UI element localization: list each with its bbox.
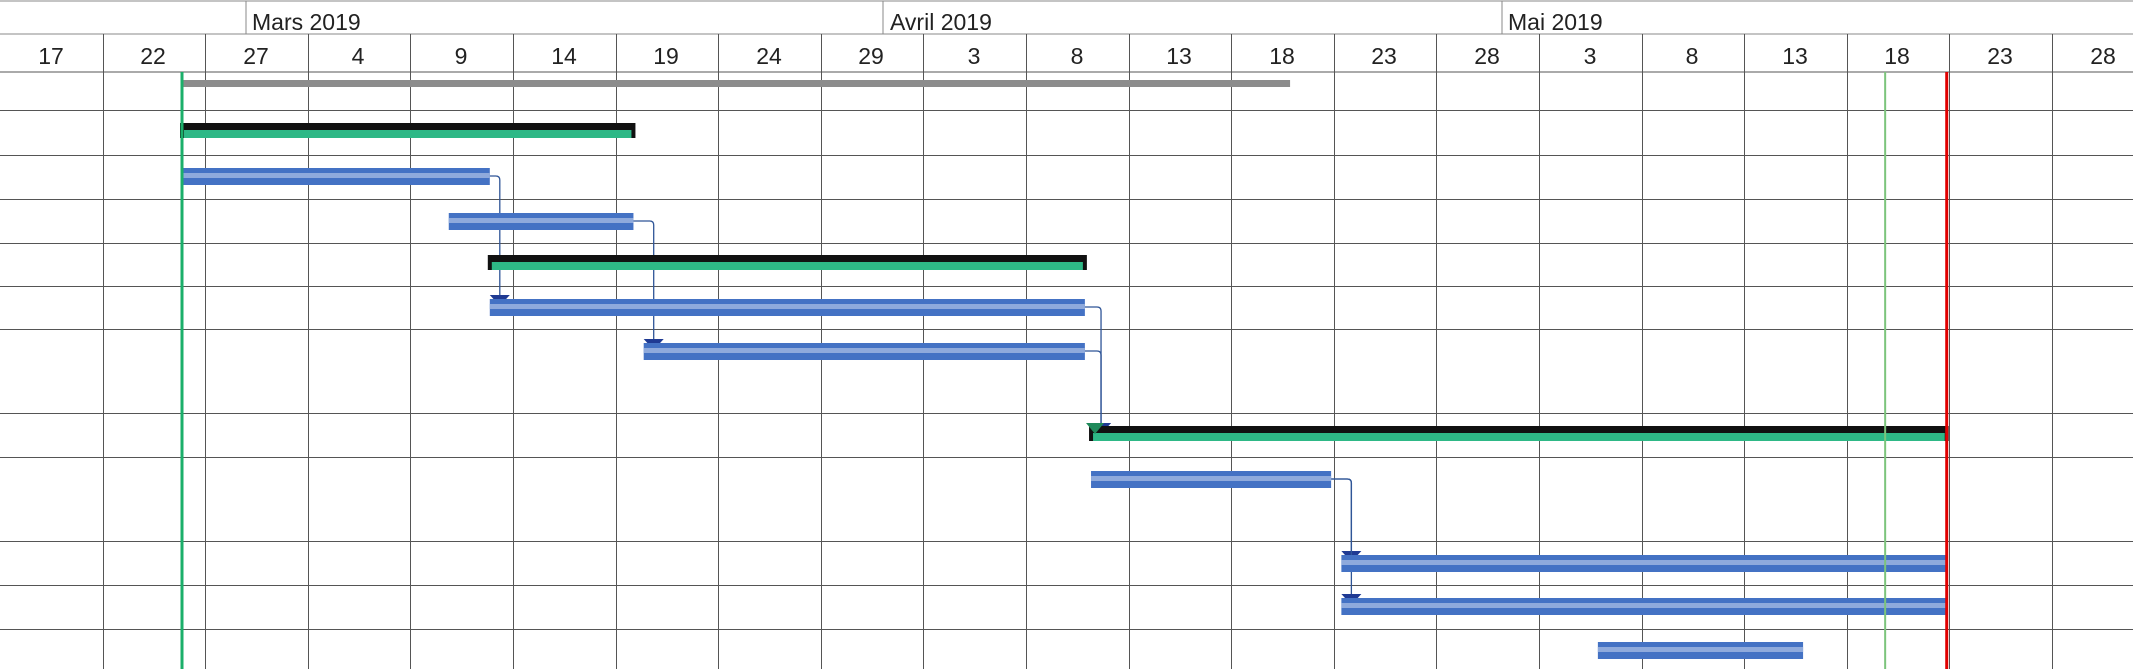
summary-bar-fill (489, 262, 1085, 270)
day-label: 23 (1371, 43, 1397, 69)
task-bar[interactable] (1341, 555, 1947, 572)
day-label: 23 (1987, 43, 2013, 69)
day-label: 8 (1071, 43, 1084, 69)
gantt-bars[interactable] (180, 80, 1949, 659)
summary-bar-fill (1091, 433, 1947, 441)
task-bar-stripe (448, 218, 634, 223)
task-bar[interactable] (489, 299, 1085, 316)
task-bar-stripe (643, 348, 1085, 353)
task-bar-stripe (1341, 603, 1947, 608)
day-label: 19 (653, 43, 679, 69)
task-bar-stripe (489, 304, 1085, 309)
task-bar-stripe (1597, 647, 1804, 652)
task-bar-stripe (1091, 476, 1332, 481)
summary-bar[interactable] (180, 123, 636, 138)
task-bar[interactable] (1341, 598, 1947, 615)
day-label: 29 (858, 43, 884, 69)
project-summary-bar (182, 80, 1291, 87)
task-bar[interactable] (182, 168, 490, 185)
task-bar-stripe (182, 173, 490, 178)
day-label: 18 (1269, 43, 1295, 69)
summary-bar-top (1091, 426, 1947, 433)
day-label: 9 (455, 43, 468, 69)
summary-bar-end-cap (631, 123, 636, 138)
day-label: 8 (1686, 43, 1699, 69)
day-label: 22 (140, 43, 166, 69)
summary-bar[interactable] (1089, 426, 1949, 441)
month-label-mars: Mars 2019 (252, 9, 361, 35)
summary-bar-fill (182, 130, 634, 138)
day-label: 13 (1782, 43, 1808, 69)
summary-bar-start-cap (487, 255, 492, 270)
day-label: 27 (243, 43, 269, 69)
summary-bar[interactable] (487, 255, 1087, 270)
milestone-arrow (1086, 423, 1105, 434)
day-label: 28 (2090, 43, 2116, 69)
day-label: 3 (968, 43, 981, 69)
task-bar[interactable] (643, 343, 1085, 360)
task-bar-stripe (1341, 560, 1947, 565)
task-bar[interactable] (1597, 642, 1804, 659)
summary-bar-start-cap (1089, 426, 1094, 441)
day-label: 18 (1884, 43, 1910, 69)
day-label: 17 (38, 43, 64, 69)
summary-bar-end-cap (1082, 255, 1087, 270)
day-labels: 17 22 27 4 9 14 19 24 29 3 8 13 18 23 28… (38, 43, 2116, 69)
day-label: 4 (352, 43, 365, 69)
task-bar[interactable] (1091, 471, 1332, 488)
dependency-link (1084, 350, 1102, 423)
dependency-link (489, 175, 501, 295)
day-label: 3 (1584, 43, 1597, 69)
dependency-link (1084, 306, 1102, 423)
task-bar[interactable] (448, 213, 634, 230)
project-bar[interactable] (182, 80, 1291, 87)
dependency-link (633, 220, 655, 339)
summary-bar-top (489, 255, 1085, 262)
day-label: 14 (551, 43, 577, 69)
month-label-avril: Avril 2019 (890, 9, 992, 35)
summary-bar-top (182, 123, 634, 130)
dependency-links (489, 175, 1362, 605)
day-label: 13 (1166, 43, 1192, 69)
timeline-markers (180, 72, 1949, 669)
month-label-mai: Mai 2019 (1508, 9, 1603, 35)
timescale-header-lines (0, 0, 2133, 73)
day-label: 28 (1474, 43, 1500, 69)
dependency-link (1331, 478, 1353, 594)
day-label: 24 (756, 43, 782, 69)
